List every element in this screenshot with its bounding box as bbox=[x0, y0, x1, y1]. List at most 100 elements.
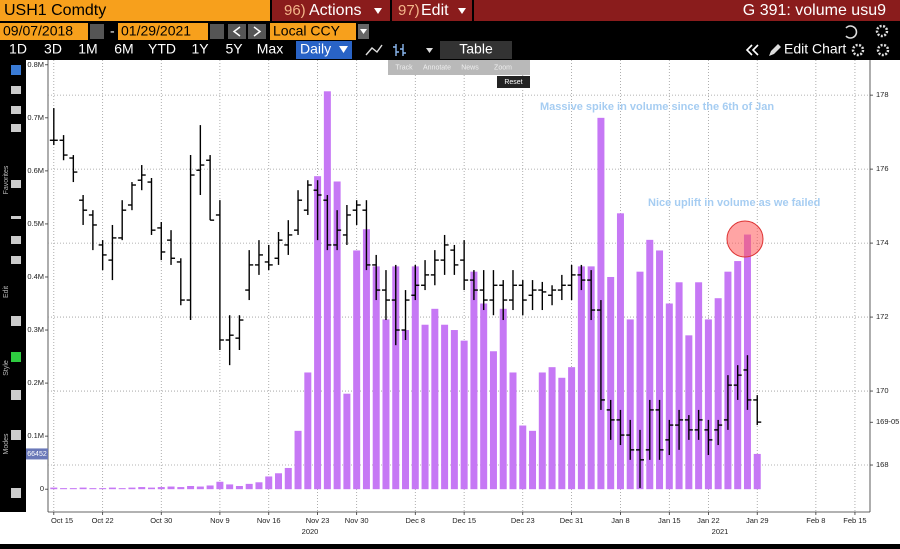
volume-bar bbox=[509, 372, 517, 490]
volume-bar bbox=[577, 266, 585, 490]
volume-bar bbox=[753, 453, 761, 490]
tool-icon[interactable] bbox=[11, 236, 21, 244]
frequency-button[interactable] bbox=[296, 41, 352, 59]
calendar-icon[interactable] bbox=[90, 24, 104, 39]
volume-bar bbox=[538, 372, 546, 490]
prev-icon bbox=[232, 26, 241, 37]
date-separator: - bbox=[110, 23, 115, 39]
volume-bar bbox=[636, 271, 644, 490]
volume-bar bbox=[89, 488, 97, 490]
edit-chart[interactable]: Edit Chart bbox=[784, 41, 846, 57]
tool-icon[interactable] bbox=[11, 106, 21, 114]
line-chart-icon[interactable] bbox=[365, 44, 383, 56]
year-label: 2021 bbox=[712, 527, 729, 536]
undo-icon[interactable] bbox=[845, 25, 858, 39]
menu-number[interactable]: 97) bbox=[398, 2, 420, 19]
tool-icon[interactable] bbox=[11, 256, 21, 264]
chart-tool[interactable]: Annotate bbox=[423, 64, 451, 71]
settings-icon[interactable] bbox=[876, 43, 890, 57]
volume-bar bbox=[421, 324, 429, 490]
volume-bar bbox=[69, 488, 77, 490]
menu-button[interactable] bbox=[392, 0, 472, 21]
y2-tick-label: 178 bbox=[876, 90, 889, 99]
y-tick-label: 0.3M bbox=[27, 325, 44, 334]
x-tick-label: Jan 8 bbox=[611, 516, 629, 525]
volume-bar bbox=[695, 282, 703, 490]
volume-bar bbox=[499, 308, 507, 490]
page-title: G 391: volume usu9 bbox=[743, 2, 886, 19]
end-date-field[interactable] bbox=[118, 23, 208, 40]
volume-bar bbox=[548, 367, 556, 490]
period-button[interactable]: 1M bbox=[78, 41, 97, 57]
security[interactable]: USH1 Comdty bbox=[4, 2, 106, 19]
settings-icon[interactable] bbox=[851, 43, 865, 57]
security-box[interactable] bbox=[0, 0, 270, 21]
menu-label[interactable]: Actions bbox=[309, 2, 361, 19]
volume-bar bbox=[177, 487, 185, 490]
dropdown-arrow bbox=[458, 8, 466, 14]
tool-icon[interactable] bbox=[11, 488, 21, 498]
chart-tool[interactable]: Track bbox=[395, 64, 413, 71]
volume-bar bbox=[607, 276, 615, 490]
volume-bar bbox=[353, 250, 361, 490]
table[interactable]: Table bbox=[459, 41, 493, 57]
period-button[interactable]: 1Y bbox=[191, 41, 209, 57]
tool-icon[interactable] bbox=[11, 86, 21, 94]
period-button[interactable]: YTD bbox=[148, 41, 176, 57]
start-date-field[interactable] bbox=[0, 23, 88, 40]
volume-bar bbox=[99, 488, 107, 490]
x-tick-label: Dec 23 bbox=[511, 516, 535, 525]
volume-bar bbox=[646, 239, 654, 490]
volume-bar bbox=[431, 308, 439, 490]
volume-bar bbox=[685, 335, 693, 490]
volume-bar bbox=[480, 303, 488, 490]
currency[interactable]: Local CCY bbox=[273, 23, 341, 39]
chart-tool[interactable]: News bbox=[461, 64, 479, 71]
calendar-icon[interactable] bbox=[210, 24, 224, 39]
period-button[interactable]: Max bbox=[257, 41, 283, 57]
period-button[interactable]: 3D bbox=[44, 41, 62, 57]
collapse-icon[interactable] bbox=[745, 44, 759, 56]
end-date[interactable]: 01/29/2021 bbox=[121, 23, 191, 39]
menu-button[interactable] bbox=[272, 0, 390, 21]
tool-icon[interactable] bbox=[11, 124, 21, 132]
frequency[interactable]: Daily bbox=[300, 41, 331, 57]
volume-bar bbox=[519, 425, 527, 490]
settings-icon[interactable] bbox=[875, 24, 889, 38]
volume-bar bbox=[255, 482, 263, 490]
currency-field[interactable] bbox=[270, 23, 356, 40]
color-tool[interactable] bbox=[11, 352, 21, 362]
next-button[interactable] bbox=[248, 24, 266, 39]
table-button[interactable] bbox=[440, 41, 512, 59]
menu-number[interactable]: 96) bbox=[284, 2, 306, 19]
tool-icon[interactable] bbox=[11, 316, 21, 326]
volume-bar bbox=[226, 484, 234, 490]
chart-tool[interactable]: Zoom bbox=[494, 64, 512, 71]
prev-button[interactable] bbox=[228, 24, 246, 39]
volume-bar bbox=[392, 266, 400, 490]
volume-bar bbox=[382, 319, 390, 490]
volume-bar bbox=[372, 266, 380, 490]
dropdown-arrow[interactable] bbox=[426, 48, 433, 53]
pointer-tool[interactable] bbox=[11, 65, 21, 75]
y2-tick-label: 174 bbox=[876, 238, 889, 247]
start-date[interactable]: 09/07/2018 bbox=[3, 23, 73, 39]
reset-button[interactable] bbox=[497, 76, 530, 88]
tool-icon[interactable] bbox=[11, 430, 21, 440]
tool-icon[interactable] bbox=[11, 180, 21, 188]
volume-bar bbox=[128, 487, 136, 490]
period-button[interactable]: 1D bbox=[9, 41, 27, 57]
reset[interactable]: Reset bbox=[504, 79, 522, 86]
dropdown-arrow bbox=[339, 46, 348, 53]
period-button[interactable]: 5Y bbox=[225, 41, 243, 57]
title-bar bbox=[474, 0, 900, 21]
x-tick-label: Nov 23 bbox=[306, 516, 330, 525]
x-tick-label: Jan 29 bbox=[746, 516, 769, 525]
period-button[interactable]: 6M bbox=[114, 41, 133, 57]
volume-bar bbox=[206, 485, 214, 490]
bar-chart-icon[interactable] bbox=[393, 44, 406, 56]
tool-icon[interactable] bbox=[11, 390, 21, 400]
tool-icon[interactable] bbox=[11, 216, 21, 219]
menu-label[interactable]: Edit bbox=[421, 2, 449, 19]
